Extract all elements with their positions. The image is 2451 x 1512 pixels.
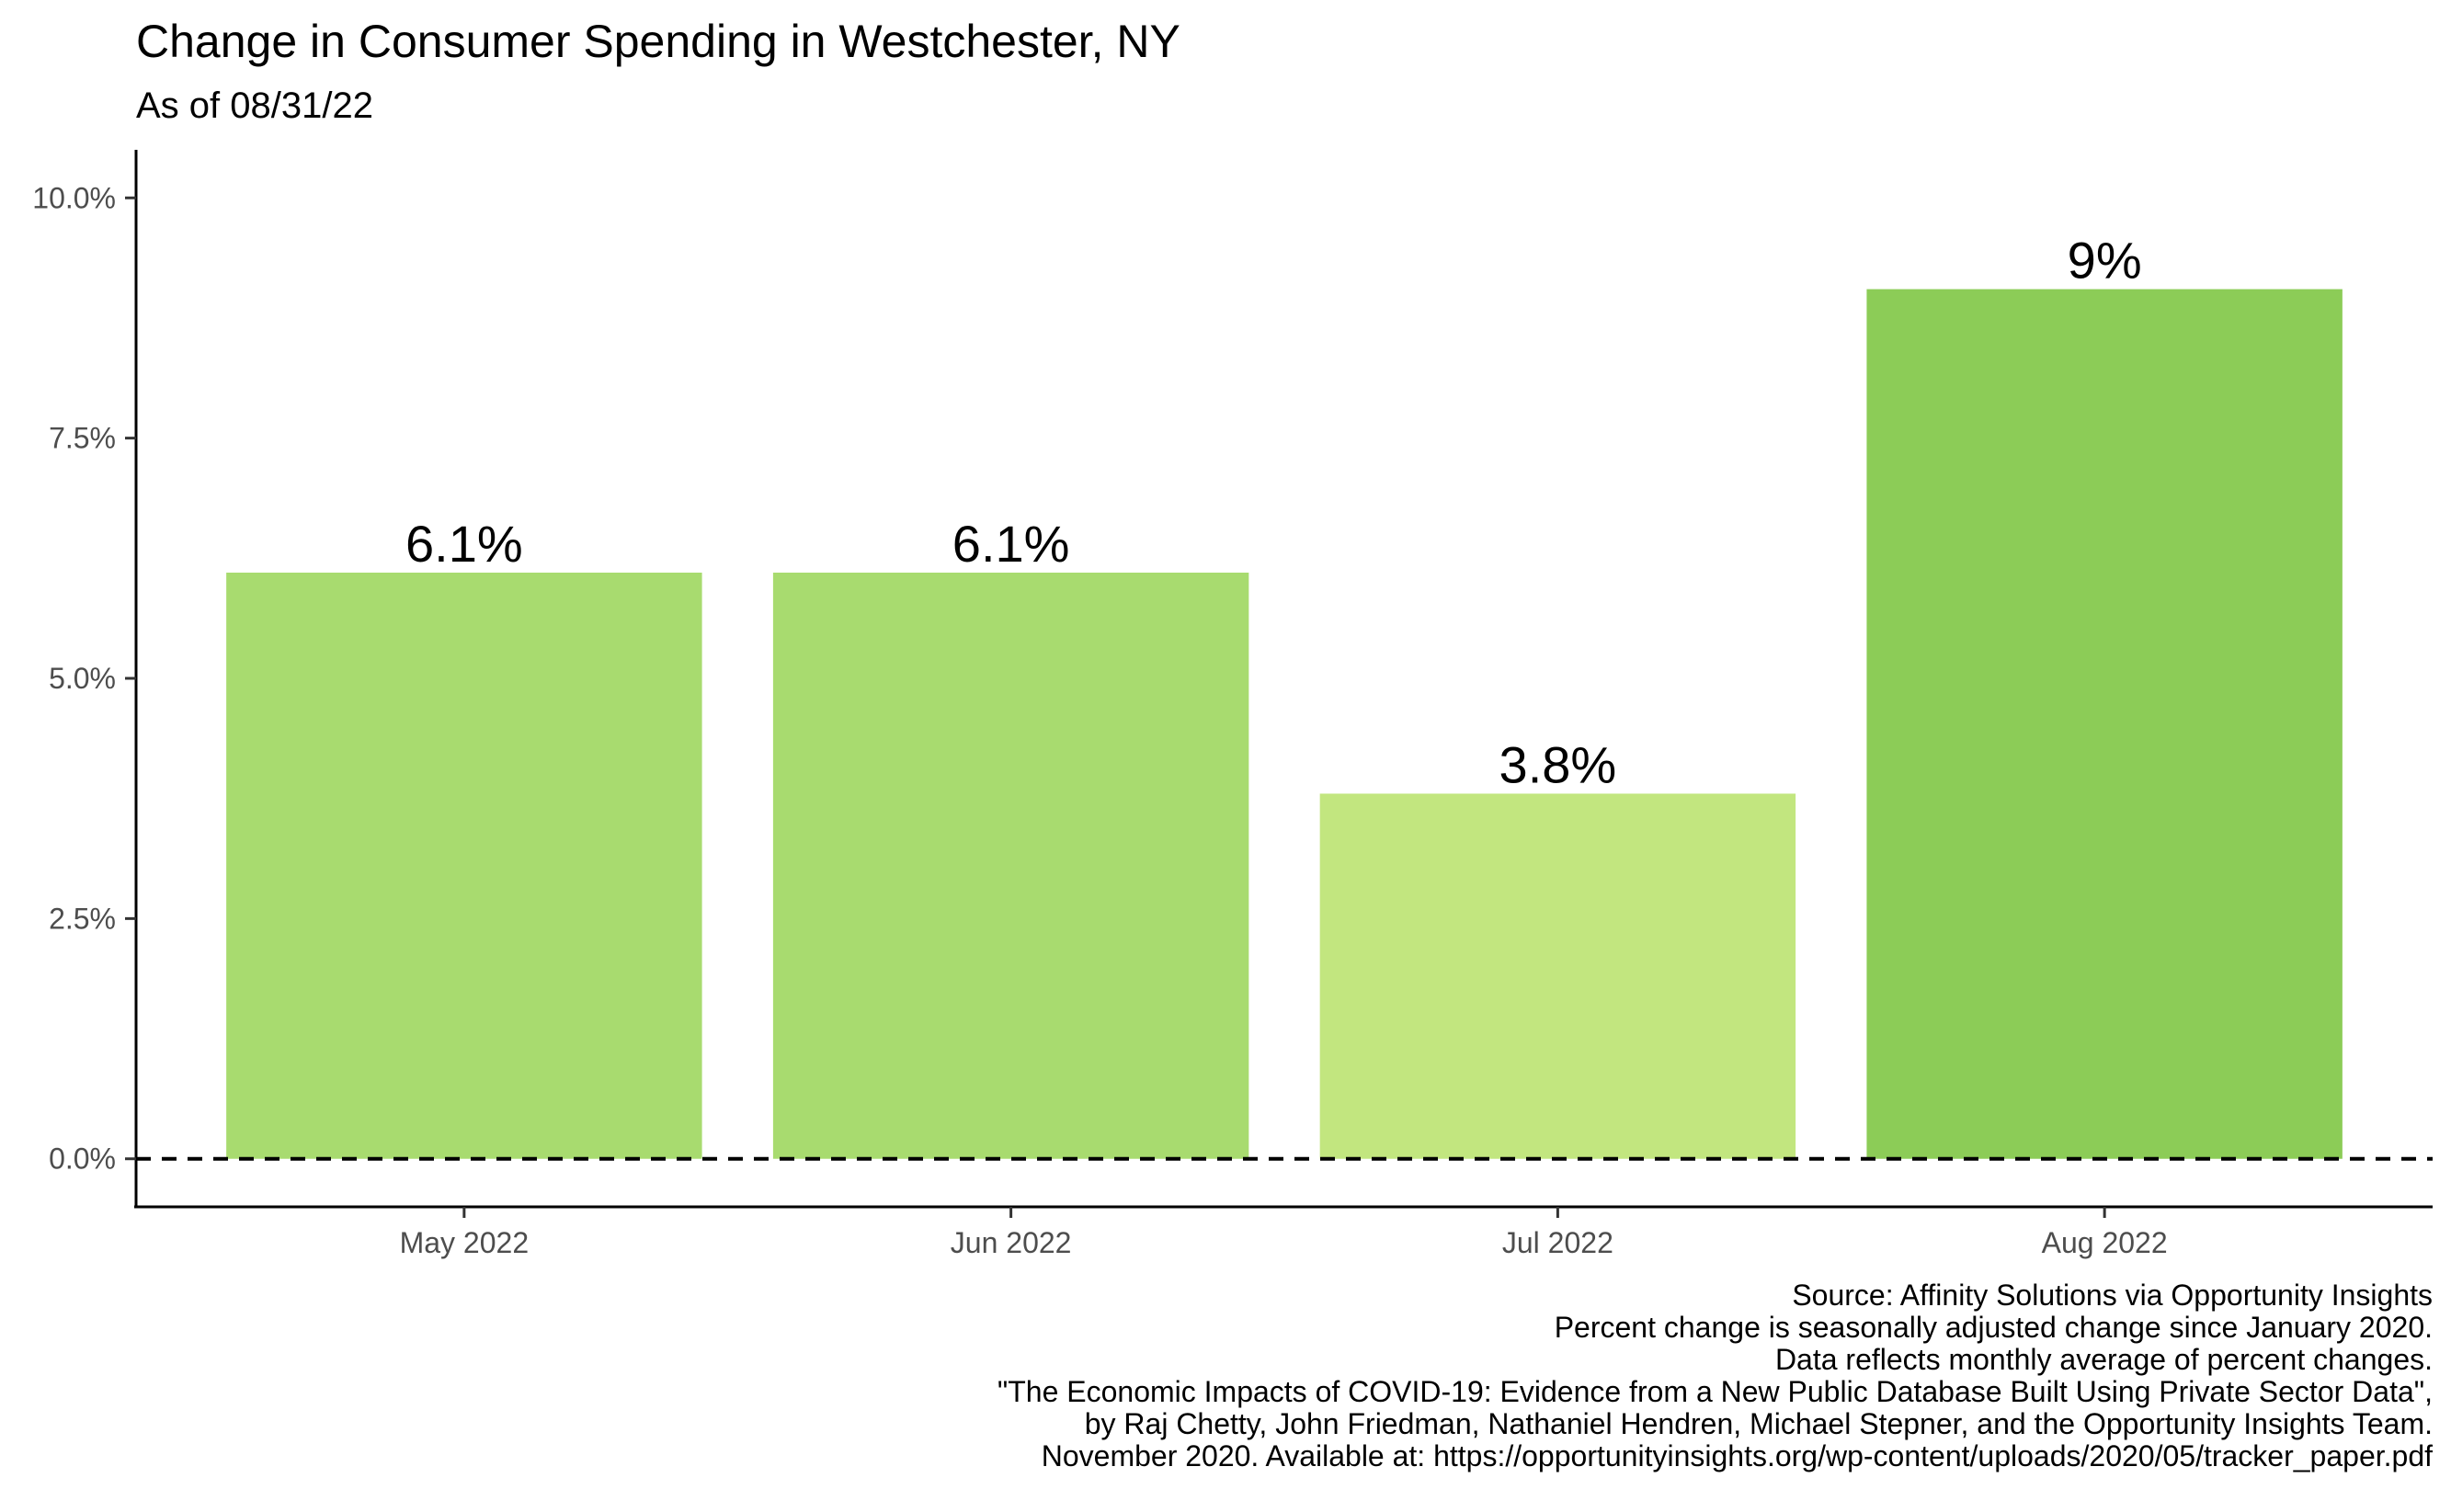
y-tick-label: 0.0% — [49, 1143, 116, 1176]
y-axis: 0.0% 2.5% 5.0% 7.5% 10.0% — [32, 181, 136, 1176]
data-labels-group: 6.1% 6.1% 3.8% 9% — [405, 232, 2142, 794]
chart-title: Change in Consumer Spending in Westchest… — [136, 16, 1180, 67]
caption-line: by Raj Chetty, John Friedman, Nathaniel … — [1085, 1407, 2433, 1440]
data-label: 6.1% — [952, 515, 1070, 573]
caption-line: Data reflects monthly average of percent… — [1775, 1343, 2433, 1376]
y-tick-label: 10.0% — [32, 181, 116, 214]
x-axis: May 2022 Jun 2022 Jul 2022 Aug 2022 — [400, 1207, 2168, 1259]
x-tick-label: May 2022 — [400, 1226, 530, 1259]
source-caption: Source: Affinity Solutions via Opportuni… — [998, 1279, 2433, 1472]
chart-subtitle: As of 08/31/22 — [136, 85, 373, 126]
x-tick-label: Jul 2022 — [1502, 1226, 1613, 1259]
y-tick-label: 7.5% — [49, 422, 116, 455]
bars-group — [226, 289, 2343, 1159]
bar-jul-2022 — [1319, 793, 1796, 1159]
data-label: 6.1% — [405, 515, 523, 573]
caption-line: "The Economic Impacts of COVID-19: Evide… — [998, 1375, 2433, 1408]
y-tick-label: 5.0% — [49, 662, 116, 695]
bar-may-2022 — [226, 573, 702, 1159]
caption-line: Percent change is seasonally adjusted ch… — [1555, 1311, 2433, 1344]
data-label: 9% — [2068, 232, 2142, 290]
caption-line: November 2020. Available at: https://opp… — [1042, 1439, 2433, 1472]
x-tick-label: Jun 2022 — [951, 1226, 1072, 1259]
bar-jun-2022 — [772, 573, 1249, 1159]
y-tick-label: 2.5% — [49, 902, 116, 935]
bar-aug-2022 — [1866, 289, 2343, 1159]
x-tick-label: Aug 2022 — [2042, 1226, 2168, 1259]
data-label: 3.8% — [1499, 735, 1617, 793]
caption-line: Source: Affinity Solutions via Opportuni… — [1792, 1279, 2433, 1312]
